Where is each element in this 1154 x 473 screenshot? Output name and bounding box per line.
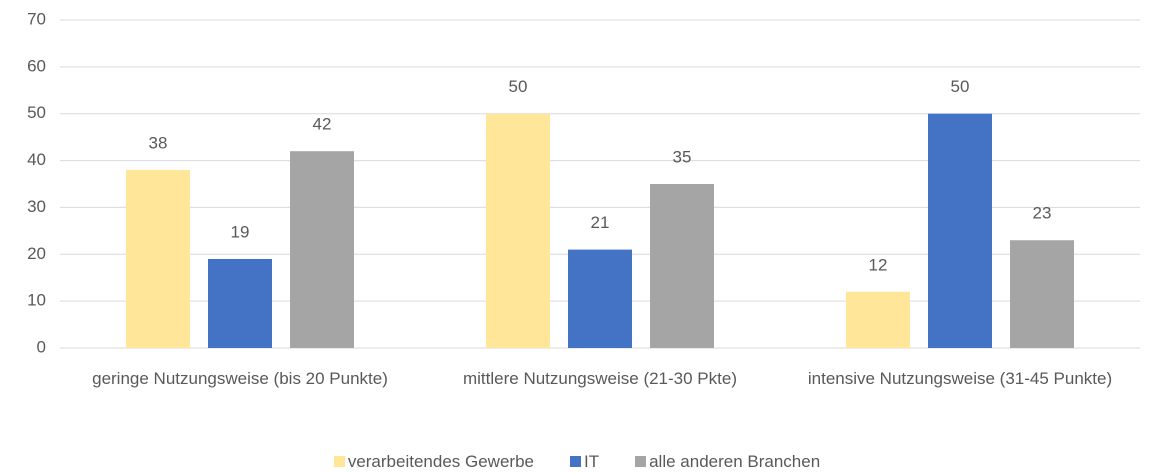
value-label: 35 bbox=[673, 147, 692, 166]
bar bbox=[928, 113, 992, 348]
y-tick-label: 70 bbox=[27, 9, 46, 28]
bar bbox=[208, 258, 272, 348]
value-label: 21 bbox=[591, 213, 610, 232]
value-label: 50 bbox=[951, 77, 970, 96]
legend-label: IT bbox=[583, 452, 600, 471]
y-tick-label: 60 bbox=[27, 56, 46, 75]
value-label: 50 bbox=[509, 77, 528, 96]
x-tick-label: geringe Nutzungsweise (bis 20 Punkte) bbox=[92, 369, 388, 388]
y-tick-label: 50 bbox=[27, 103, 46, 122]
value-label: 19 bbox=[231, 222, 250, 241]
y-tick-label: 0 bbox=[37, 337, 46, 356]
bar bbox=[1010, 240, 1074, 348]
y-tick-label: 10 bbox=[27, 291, 46, 310]
value-label: 12 bbox=[869, 255, 888, 274]
y-tick-label: 30 bbox=[27, 197, 46, 216]
legend-swatch bbox=[333, 456, 345, 467]
x-tick-label: intensive Nutzungsweise (31-45 Punkte) bbox=[807, 369, 1113, 388]
bar bbox=[290, 151, 354, 348]
bar bbox=[486, 113, 550, 348]
x-tick-label: mittlere Nutzungsweise (21-30 Pkte) bbox=[462, 369, 737, 388]
bar bbox=[846, 291, 910, 348]
y-tick-label: 20 bbox=[27, 244, 46, 263]
legend-item: verarbeitendes Gewerbe bbox=[333, 452, 534, 472]
legend-label: verarbeitendes Gewerbe bbox=[347, 452, 534, 471]
bar bbox=[126, 169, 190, 348]
legend-item: IT bbox=[569, 452, 600, 472]
value-label: 38 bbox=[149, 133, 168, 152]
legend: verarbeitendes Gewerbe IT alle anderen Bra… bbox=[0, 452, 1154, 472]
value-label: 42 bbox=[313, 115, 332, 134]
legend-item: alle anderen Branchen bbox=[635, 452, 820, 472]
legend-swatch bbox=[569, 456, 581, 467]
legend-label: alle anderen Branchen bbox=[649, 452, 821, 471]
bar bbox=[650, 184, 714, 348]
bar bbox=[568, 249, 632, 348]
y-tick-label: 40 bbox=[27, 150, 46, 169]
legend-swatch bbox=[635, 456, 647, 467]
value-label: 23 bbox=[1033, 204, 1052, 223]
